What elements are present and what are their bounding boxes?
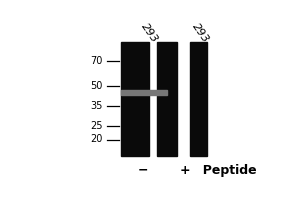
Bar xyxy=(121,90,166,95)
Text: 20: 20 xyxy=(90,134,103,144)
Bar xyxy=(190,42,207,156)
Text: 293: 293 xyxy=(140,21,160,45)
Bar xyxy=(121,42,149,156)
Text: 35: 35 xyxy=(90,101,103,111)
Text: +: + xyxy=(180,164,190,177)
Text: 293: 293 xyxy=(190,21,211,45)
Bar xyxy=(157,42,177,156)
Text: Peptide: Peptide xyxy=(194,164,257,177)
Text: 70: 70 xyxy=(90,56,103,66)
Text: −: − xyxy=(138,163,148,176)
Text: 25: 25 xyxy=(90,121,103,131)
Text: 50: 50 xyxy=(90,81,103,91)
